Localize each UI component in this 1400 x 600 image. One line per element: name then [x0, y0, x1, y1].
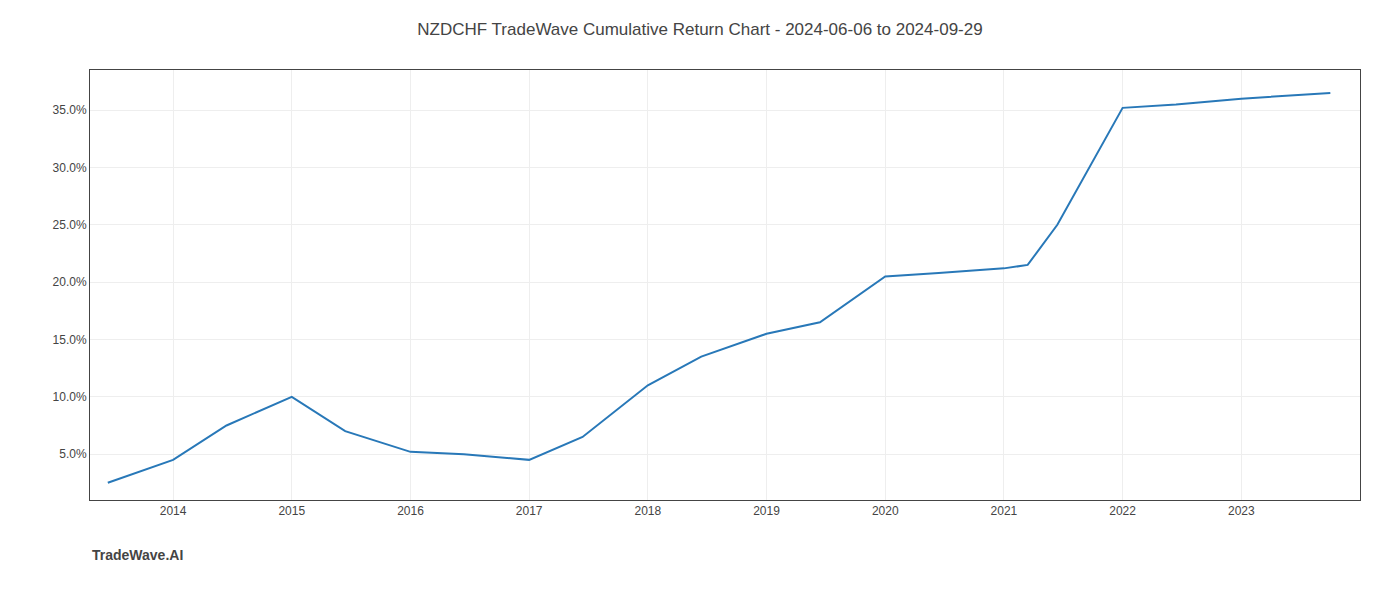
svg-text:2021: 2021: [991, 504, 1018, 518]
svg-text:TradeWave.AI: TradeWave.AI: [92, 547, 183, 563]
svg-text:20.0%: 20.0%: [53, 275, 87, 289]
svg-text:NZDCHF TradeWave Cumulative Re: NZDCHF TradeWave Cumulative Return Chart…: [417, 20, 982, 39]
svg-text:2017: 2017: [516, 504, 543, 518]
svg-text:2019: 2019: [753, 504, 780, 518]
svg-text:5.0%: 5.0%: [59, 447, 87, 461]
svg-text:2018: 2018: [634, 504, 661, 518]
svg-text:2016: 2016: [397, 504, 424, 518]
svg-text:2015: 2015: [278, 504, 305, 518]
svg-text:35.0%: 35.0%: [53, 103, 87, 117]
svg-text:30.0%: 30.0%: [53, 161, 87, 175]
svg-text:25.0%: 25.0%: [53, 218, 87, 232]
svg-text:10.0%: 10.0%: [53, 390, 87, 404]
svg-text:2023: 2023: [1228, 504, 1255, 518]
svg-text:2014: 2014: [160, 504, 187, 518]
svg-text:15.0%: 15.0%: [53, 333, 87, 347]
svg-text:2020: 2020: [872, 504, 899, 518]
svg-text:2022: 2022: [1109, 504, 1136, 518]
